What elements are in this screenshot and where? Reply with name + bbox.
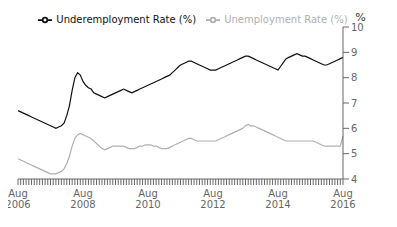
svg-text:Aug2006: Aug2006 <box>8 188 31 210</box>
svg-text:Aug2008: Aug2008 <box>70 188 95 210</box>
svg-text:10: 10 <box>351 21 364 33</box>
svg-text:Aug2012: Aug2012 <box>200 188 225 210</box>
svg-text:5: 5 <box>351 148 357 159</box>
svg-text:7: 7 <box>351 98 357 109</box>
svg-text:Aug2016: Aug2016 <box>330 188 355 210</box>
svg-text:8: 8 <box>351 72 357 83</box>
svg-text:4: 4 <box>351 174 357 185</box>
svg-text:9: 9 <box>351 47 357 58</box>
html-text:Underemployment Rate (%): Underemployment Rate (%) <box>56 14 197 25</box>
svg-text:%: % <box>355 11 365 24</box>
svg-text:Aug2010: Aug2010 <box>135 188 160 210</box>
html-text:Unemployment Rate (%): Unemployment Rate (%) <box>224 14 348 25</box>
svg-text:6: 6 <box>351 123 357 134</box>
svg-text:Aug2014: Aug2014 <box>265 188 290 210</box>
